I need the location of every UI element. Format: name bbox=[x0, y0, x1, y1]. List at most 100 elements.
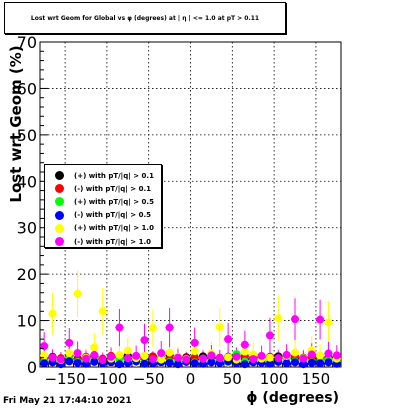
data-point-s3-p24 bbox=[240, 360, 249, 369]
legend-label: (-) with pT/|q| > 1.0 bbox=[74, 237, 151, 246]
data-point-s4-p7 bbox=[98, 307, 107, 316]
legend-label: (+) with pT/|q| > 1.0 bbox=[74, 224, 154, 233]
data-point-s4-p22 bbox=[224, 353, 233, 362]
data-point-s5-p16 bbox=[173, 353, 182, 362]
data-point-s3-p27 bbox=[265, 359, 274, 368]
data-point-s5-p6 bbox=[90, 350, 99, 359]
y-axis: 0 10 20 30 40 50 60 70 bbox=[17, 33, 48, 377]
y-tick-label: 40 bbox=[17, 172, 37, 191]
legend: (+) with pT/|q| > 0.1 (-) with pT/|q| > 0… bbox=[44, 164, 162, 248]
data-point-s5-p21 bbox=[215, 354, 224, 363]
y-tick-label: 60 bbox=[17, 79, 37, 98]
data-point-s3-p20 bbox=[207, 358, 216, 367]
data-point-s4-p14 bbox=[157, 355, 166, 364]
x-tick-label: 150 bbox=[302, 370, 331, 388]
data-point-s3-p0 bbox=[40, 359, 49, 368]
data-point-s4-p4 bbox=[73, 289, 82, 298]
data-point-s5-p29 bbox=[282, 350, 291, 359]
data-point-s4-p24 bbox=[240, 347, 249, 356]
legend-marker bbox=[55, 171, 64, 180]
data-point-s5-p18 bbox=[190, 338, 199, 347]
data-point-s3-p18 bbox=[190, 359, 199, 368]
legend-entry-0: (+) with pT/|q| > 0.1 bbox=[45, 169, 154, 182]
data-point-s5-p26 bbox=[257, 351, 266, 360]
data-point-s5-p25 bbox=[249, 355, 258, 364]
title-box: Lost wrt Geom for Global vs φ (degrees) … bbox=[4, 2, 286, 34]
data-point-s3-p6 bbox=[90, 357, 99, 366]
data-point-s5-p11 bbox=[132, 351, 141, 360]
data-point-s5-p12 bbox=[140, 336, 149, 345]
y-tick-label: 30 bbox=[17, 219, 37, 238]
legend-label: (-) with pT/|q| > 0.1 bbox=[74, 184, 151, 193]
x-tick-label: 100 bbox=[260, 370, 289, 388]
y-tick-label: 70 bbox=[17, 33, 37, 52]
y-tick-label: 20 bbox=[17, 265, 37, 284]
data-point-s5-p2 bbox=[56, 355, 65, 364]
data-point-s5-p20 bbox=[207, 351, 216, 360]
data-point-s5-p9 bbox=[115, 323, 124, 332]
data-point-s3-p15 bbox=[165, 358, 174, 367]
legend-entry-3: (-) with pT/|q| > 0.5 bbox=[45, 209, 151, 222]
data-point-s3-p12 bbox=[140, 359, 149, 368]
data-point-s4-p15 bbox=[165, 348, 174, 357]
legend-entry-1: (-) with pT/|q| > 0.1 bbox=[45, 182, 151, 195]
data-point-s4-p30 bbox=[291, 348, 300, 357]
data-point-s3-p29 bbox=[282, 359, 291, 368]
y-axis-label: Lost wrt Geom (%) bbox=[7, 45, 25, 202]
x-tick-label: 50 bbox=[223, 370, 242, 388]
data-point-s3-p16 bbox=[173, 360, 182, 369]
data-point-s4-p3 bbox=[65, 349, 74, 358]
legend-marker bbox=[55, 197, 64, 207]
data-point-s4-p10 bbox=[123, 346, 132, 355]
data-point-s5-p17 bbox=[182, 355, 191, 364]
data-point-s5-p15 bbox=[165, 323, 174, 332]
data-point-s3-p32 bbox=[307, 358, 316, 367]
legend-marker bbox=[55, 184, 64, 194]
legend-label: (-) with pT/|q| > 0.5 bbox=[74, 211, 151, 220]
data-point-s5-p14 bbox=[157, 349, 166, 358]
data-point-s5-p34 bbox=[324, 349, 333, 358]
legend-marker bbox=[55, 237, 64, 246]
data-point-s5-p23 bbox=[232, 352, 241, 361]
data-point-s4-p18 bbox=[190, 347, 199, 356]
data-point-s3-p3 bbox=[65, 357, 74, 366]
data-point-s5-p7 bbox=[98, 356, 107, 365]
data-point-s4-p28 bbox=[274, 314, 283, 323]
legend-label: (+) with pT/|q| > 0.1 bbox=[74, 171, 154, 180]
data-point-s3-p30 bbox=[291, 358, 300, 367]
x-tick-label: −150 bbox=[44, 370, 85, 388]
x-tick-label: −50 bbox=[133, 370, 165, 388]
y-tick-label: 10 bbox=[17, 312, 37, 331]
data-point-s5-p5 bbox=[81, 354, 90, 363]
data-point-s4-p34 bbox=[324, 318, 333, 327]
data-points bbox=[40, 289, 341, 369]
legend-entry-2: (+) with pT/|q| > 0.5 bbox=[45, 195, 154, 208]
data-point-s4-p13 bbox=[148, 324, 157, 332]
legend-entry-4: (+) with pT/|q| > 1.0 bbox=[45, 222, 154, 235]
data-point-s4-p27 bbox=[265, 353, 274, 362]
data-point-s5-p10 bbox=[123, 354, 132, 363]
legend-label: (+) with pT/|q| > 0.5 bbox=[74, 197, 154, 206]
x-tick-label: −100 bbox=[86, 370, 127, 388]
chart-title: Lost wrt Geom for Global vs φ (degrees) … bbox=[30, 14, 260, 22]
data-point-s5-p31 bbox=[299, 354, 308, 363]
data-point-s5-p1 bbox=[48, 353, 57, 362]
data-point-s5-p22 bbox=[224, 335, 233, 344]
data-point-s5-p35 bbox=[332, 351, 341, 360]
data-point-s3-p33 bbox=[316, 359, 325, 368]
timestamp: Fri May 21 17:44:10 2021 bbox=[3, 396, 132, 406]
y-tick-label: 0 bbox=[27, 358, 37, 377]
data-point-s5-p27 bbox=[265, 331, 274, 340]
data-point-s5-p19 bbox=[199, 354, 208, 363]
data-point-s5-p13 bbox=[148, 355, 157, 364]
legend-entry-5: (-) with pT/|q| > 1.0 bbox=[45, 235, 151, 248]
data-point-s3-p9 bbox=[115, 360, 124, 369]
x-axis-label: ϕ (degrees) bbox=[246, 390, 339, 406]
data-point-s5-p3 bbox=[65, 338, 74, 347]
data-point-s4-p21 bbox=[215, 323, 224, 332]
legend-marker bbox=[55, 223, 64, 233]
data-point-s5-p8 bbox=[107, 352, 116, 361]
data-point-s5-p30 bbox=[291, 315, 300, 324]
data-point-s5-p24 bbox=[240, 340, 249, 349]
legend-marker bbox=[55, 210, 64, 220]
